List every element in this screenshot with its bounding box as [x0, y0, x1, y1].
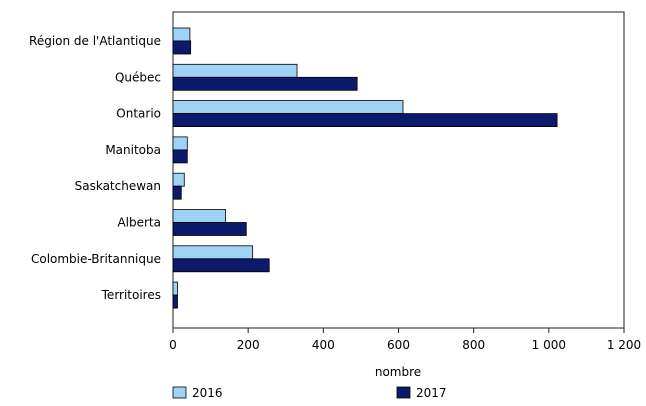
- bar-2017-0: [172, 40, 192, 55]
- category-labels: Région de l'Atlantique Québec Ontario Manit…: [29, 34, 161, 302]
- bar-2016-5: [172, 209, 227, 223]
- x-tick-label-3: 600: [387, 338, 410, 352]
- x-tick-label-6: 1 200: [607, 338, 641, 352]
- x-tick-label-2: 400: [312, 338, 335, 352]
- category-label-7: Territoires: [101, 288, 161, 302]
- bar-2017-4: [172, 185, 182, 200]
- legend-swatch-2016: [172, 386, 187, 399]
- bars-group: [172, 27, 558, 309]
- x-axis-title: nombre: [375, 365, 421, 379]
- bar-2016-2: [172, 100, 404, 114]
- x-tick-label-0: 0: [169, 338, 177, 352]
- bar-2017-2: [172, 113, 558, 127]
- plot-frame: [172, 11, 625, 329]
- category-label-0: Région de l'Atlantique: [29, 34, 161, 48]
- category-label-1: Québec: [115, 70, 161, 84]
- bar-2016-3: [172, 136, 188, 151]
- category-label-6: Colombie-Britannique: [31, 252, 161, 266]
- bar-2017-6: [172, 258, 270, 273]
- bar-2016-6: [172, 245, 254, 260]
- legend-swatch-2017: [396, 386, 411, 399]
- bar-2017-1: [172, 76, 358, 91]
- legend-label-2017: 2017: [416, 386, 447, 400]
- category-label-3: Manitoba: [105, 143, 161, 157]
- bar-2016-7: [172, 281, 178, 296]
- bar-2017-5: [172, 222, 247, 236]
- category-label-5: Alberta: [117, 216, 161, 230]
- x-tick-label-1: 200: [237, 338, 260, 352]
- bar-2017-7: [172, 294, 178, 309]
- bar-2016-1: [172, 63, 298, 78]
- bar-2016-4: [172, 172, 185, 187]
- legend: 2016 2017: [172, 386, 447, 400]
- category-label-2: Ontario: [116, 107, 161, 121]
- category-label-4: Saskatchewan: [75, 179, 161, 193]
- x-tick-label-4: 800: [462, 338, 485, 352]
- bar-2017-3: [172, 149, 188, 164]
- x-axis: 0 200 400 600 800 1 000 1 200: [169, 328, 641, 352]
- bar-2016-0: [172, 27, 191, 42]
- x-tick-label-5: 1 000: [532, 338, 566, 352]
- legend-label-2016: 2016: [192, 386, 223, 400]
